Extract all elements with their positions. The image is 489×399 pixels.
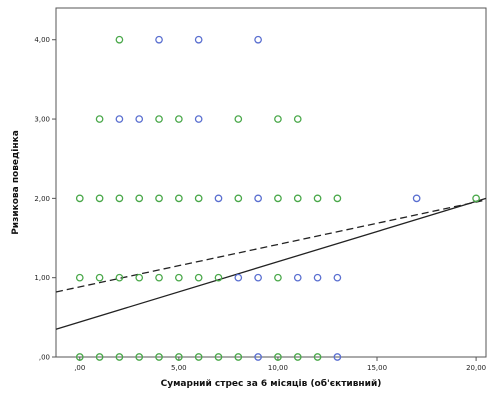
data-point-series-2 — [254, 35, 262, 44]
data-point-series-1 — [175, 273, 183, 282]
data-point-series-1 — [293, 194, 302, 203]
data-point-series-1 — [293, 353, 302, 361]
data-points — [75, 35, 480, 361]
data-point-series-1 — [234, 353, 243, 361]
data-point-series-1 — [175, 353, 183, 361]
data-point-series-2 — [115, 115, 124, 123]
data-point-series-1 — [95, 273, 104, 282]
x-tick-label: 20,00 — [466, 364, 486, 372]
plot-area-border — [55, 7, 487, 358]
data-point-series-2 — [313, 273, 322, 282]
data-point-series-1 — [194, 273, 203, 282]
y-tick-label: 3,00 — [34, 116, 50, 124]
data-point-series-1 — [95, 353, 104, 361]
data-point-series-2 — [194, 115, 203, 123]
data-point-series-1 — [214, 273, 223, 282]
data-point-series-1 — [75, 273, 84, 282]
x-tick-label: 10,00 — [268, 364, 288, 372]
data-point-series-2 — [254, 273, 262, 282]
data-point-series-1 — [115, 353, 124, 361]
data-point-series-1 — [274, 115, 282, 123]
x-tick-label: ,00 — [74, 364, 85, 372]
data-point-series-1 — [155, 194, 163, 203]
data-point-series-2 — [333, 273, 342, 282]
data-point-series-1 — [234, 115, 243, 123]
data-point-series-1 — [95, 194, 104, 203]
data-point-series-1 — [135, 273, 144, 282]
data-point-series-1 — [293, 115, 302, 123]
data-point-series-1 — [155, 353, 163, 361]
data-point-series-1 — [175, 194, 183, 203]
data-point-series-1 — [274, 194, 282, 203]
y-axis-title: Ризикова поведінка — [10, 130, 21, 235]
data-point-series-2 — [293, 273, 302, 282]
x-axis-title: Сумарний стрес за 6 місяців (об'єктивний… — [161, 378, 382, 389]
y-tick-label: 4,00 — [34, 36, 50, 44]
data-point-series-1 — [175, 115, 183, 123]
fit-line-solid — [55, 197, 487, 330]
data-point-series-1 — [194, 353, 203, 361]
data-point-series-2 — [254, 194, 262, 203]
data-point-series-1 — [115, 35, 124, 44]
data-point-series-2 — [194, 35, 203, 44]
fit-lines — [55, 197, 487, 330]
x-tick-label: 15,00 — [367, 364, 387, 372]
data-point-series-1 — [234, 194, 243, 203]
data-point-series-1 — [313, 194, 322, 203]
data-point-series-2 — [214, 194, 223, 203]
data-point-series-1 — [75, 353, 84, 361]
data-point-series-1 — [135, 194, 144, 203]
data-point-series-1 — [472, 194, 480, 203]
data-point-series-2 — [333, 353, 342, 361]
data-point-series-1 — [333, 194, 342, 203]
data-point-series-2 — [254, 353, 262, 361]
plot-frame — [55, 7, 487, 358]
data-point-series-1 — [274, 273, 282, 282]
data-point-series-1 — [95, 115, 104, 123]
data-point-series-1 — [194, 194, 203, 203]
data-point-series-2 — [135, 115, 144, 123]
data-point-series-2 — [155, 35, 163, 44]
data-point-series-2 — [234, 273, 243, 282]
y-tick-label: ,00 — [39, 354, 50, 362]
data-point-series-2 — [412, 194, 421, 203]
data-point-series-1 — [155, 273, 163, 282]
data-point-series-1 — [155, 115, 163, 123]
x-tick-label: 5,00 — [171, 364, 187, 372]
data-point-series-1 — [115, 194, 124, 203]
y-tick-label: 2,00 — [34, 195, 50, 203]
data-point-series-1 — [274, 353, 282, 361]
data-point-series-1 — [115, 273, 124, 282]
data-point-series-1 — [75, 194, 84, 203]
fit-line-dashed — [55, 199, 487, 293]
data-point-series-1 — [313, 353, 322, 361]
data-point-series-1 — [214, 353, 223, 361]
y-tick-label: 1,00 — [34, 274, 50, 282]
axes: ,00 5,00 10,00 15,00 20,00 ,00 1,00 2,00 3,00 4,0… — [34, 36, 486, 372]
data-point-series-1 — [135, 353, 144, 361]
